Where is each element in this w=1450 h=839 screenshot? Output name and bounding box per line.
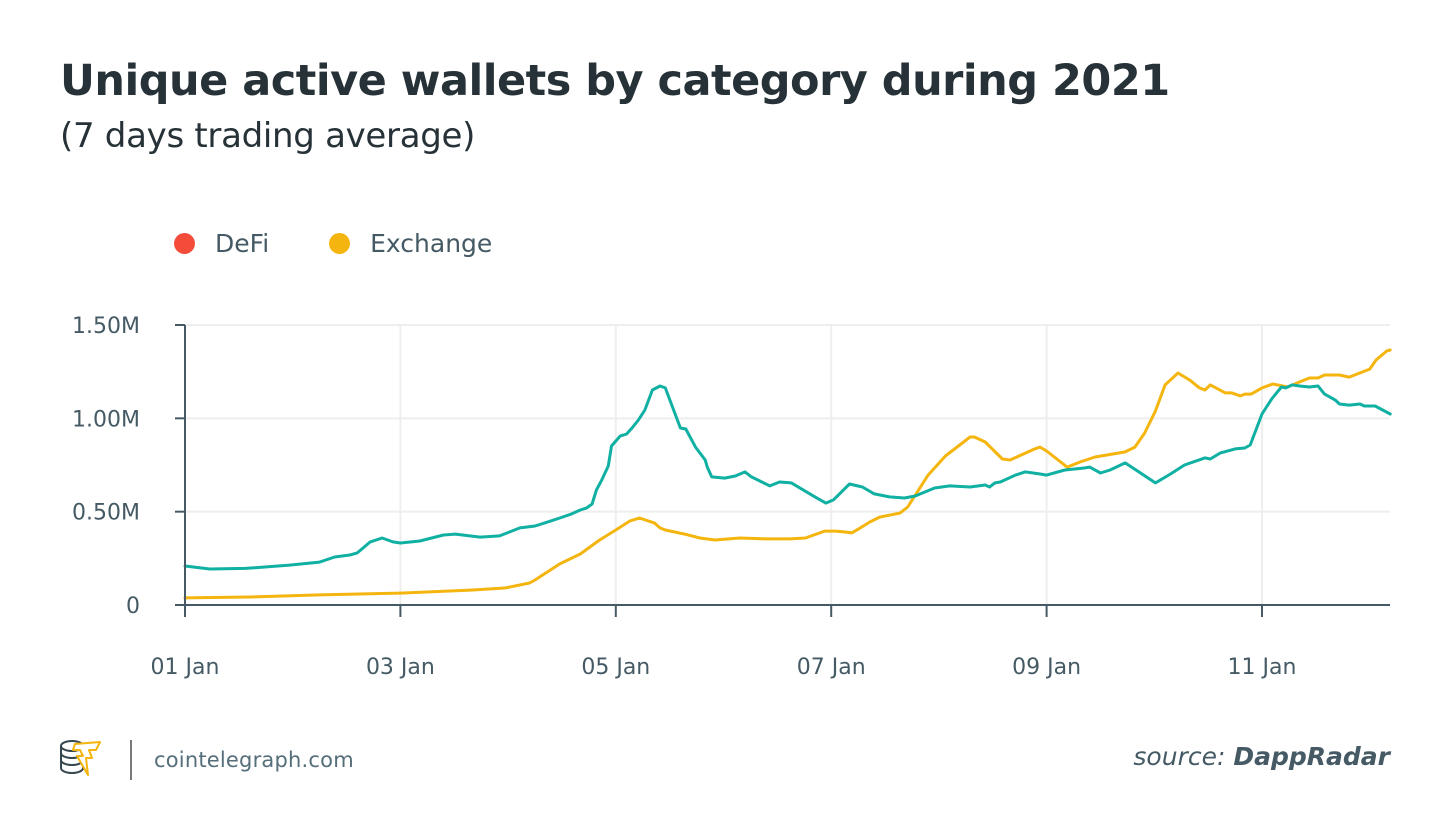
y-tick-label: 0 [126,594,140,619]
x-tick-label: 09 Jan [1012,655,1081,680]
legend-item-defi[interactable]: DeFi [174,229,269,258]
legend-label-exchange: Exchange [370,229,493,258]
y-tick-label: 1.00M [72,407,140,432]
series-lines [183,348,1392,600]
legend-item-exchange[interactable]: Exchange [329,229,492,258]
legend-dot-defi-icon [174,233,195,254]
legend: DeFi Exchange [174,229,552,258]
site-link[interactable]: cointelegraph.com [154,748,354,772]
tick-labels: 0 0.50M 1.00M 1.50M 01 Jan 03 Jan 05 Jan 07 Jan… [72,314,1296,680]
x-tick-label: 07 Jan [797,655,866,680]
x-tick-label: 11 Jan [1228,655,1297,680]
series-line-exchange [183,348,1392,600]
x-tick-label: 05 Jan [581,655,650,680]
grid [185,324,1390,605]
legend-label-defi: DeFi [215,229,270,258]
cointelegraph-logo-icon[interactable] [58,737,104,783]
axes [175,324,1390,617]
source-prefix: source: [1133,742,1226,771]
x-tick-label: 01 Jan [151,655,220,680]
chart-title: Unique active wallets by category during… [60,56,1170,106]
series-line-defi [183,383,1392,571]
footer-branding: cointelegraph.com [58,737,354,783]
chart-subtitle: (7 days trading average) [60,116,476,156]
source-name: DappRadar [1233,742,1390,771]
footer-divider [130,740,132,780]
x-tick-label: 03 Jan [366,655,435,680]
source-credit: source: DappRadar [1133,742,1390,771]
y-tick-label: 1.50M [72,314,140,339]
y-tick-label: 0.50M [72,501,140,526]
legend-dot-exchange-icon [329,233,351,254]
